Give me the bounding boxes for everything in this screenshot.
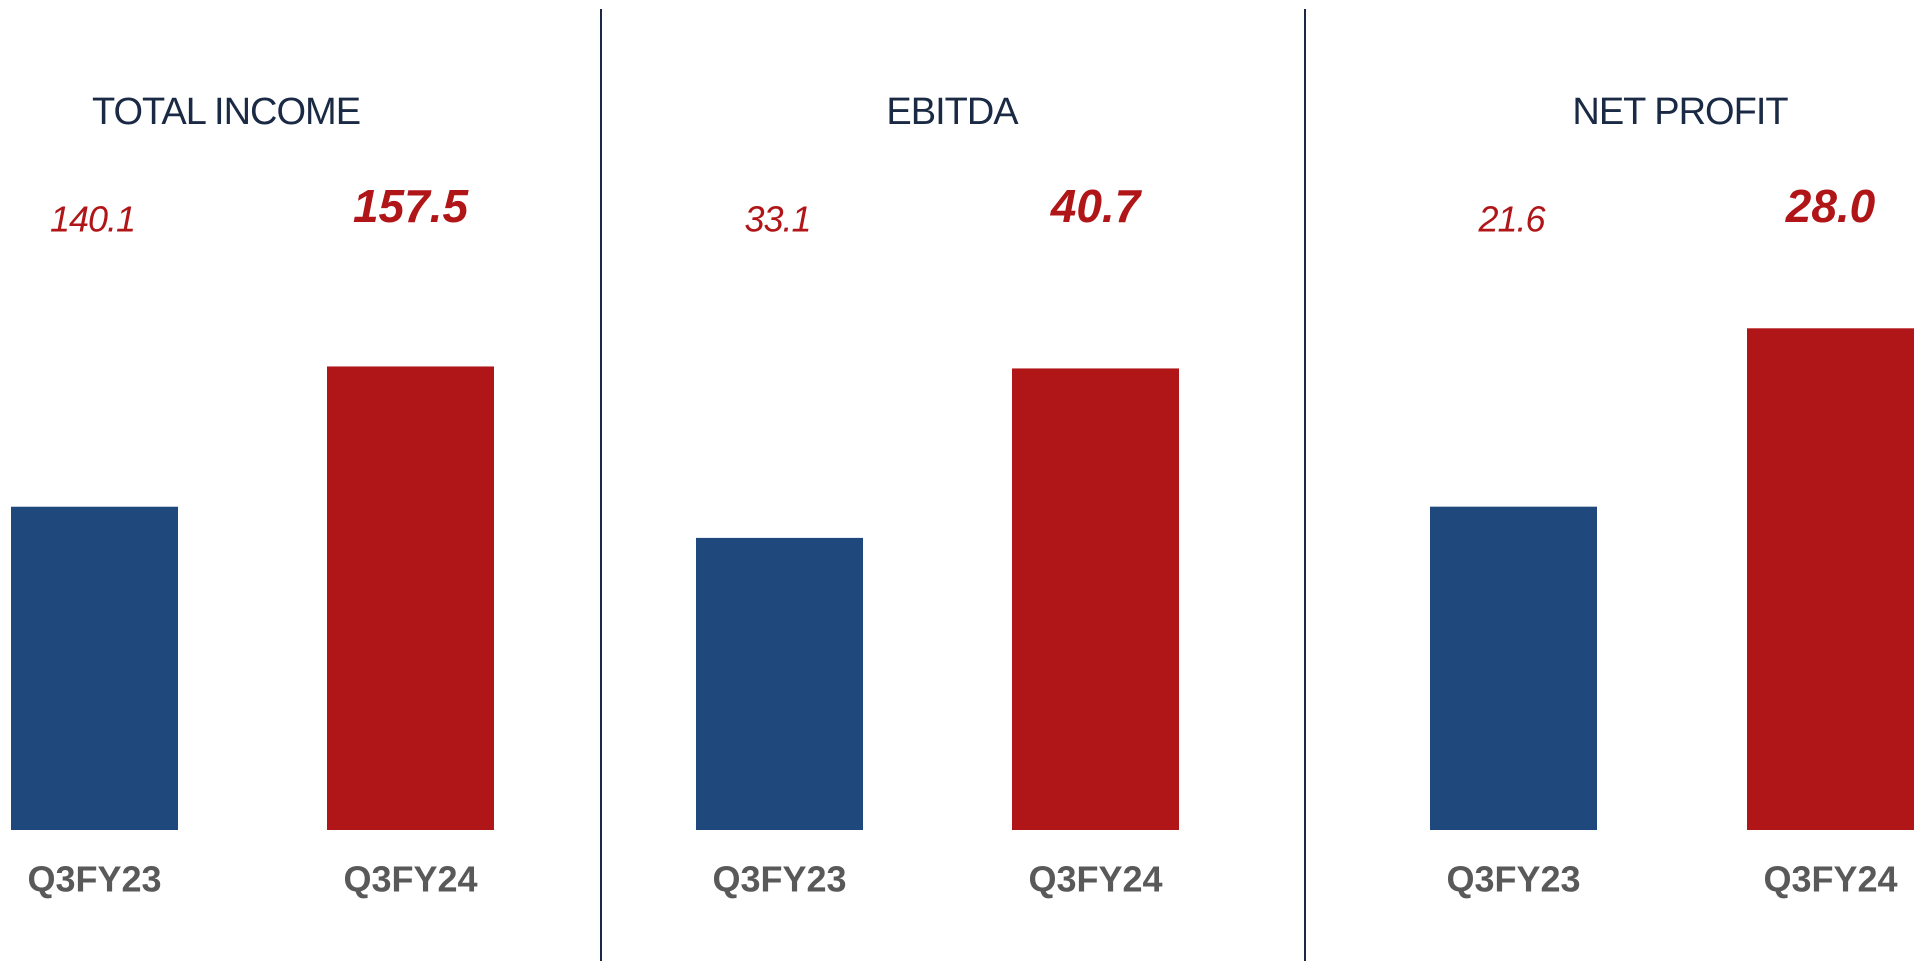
category-label: Q3FY23 [27,859,161,900]
bar [11,506,178,830]
chart-title: EBITDA [886,91,1019,133]
value-label: 40.7 [1050,180,1143,232]
category-label: Q3FY24 [1028,859,1162,900]
chart-title: NET PROFIT [1572,91,1788,133]
bar [1430,506,1597,830]
bar [1747,328,1914,830]
bar [327,366,494,830]
bar [696,537,863,830]
chart-title: TOTAL INCOME [92,91,360,133]
value-label: 21.6 [1477,199,1546,240]
value-label: 28.0 [1785,180,1876,232]
value-label: 33.1 [744,199,810,240]
category-label: Q3FY23 [712,859,846,900]
value-label: 140.1 [50,199,135,240]
category-label: Q3FY23 [1446,859,1580,900]
bar [1012,368,1179,830]
value-label: 157.5 [353,180,470,232]
category-label: Q3FY24 [1763,859,1897,900]
category-label: Q3FY24 [343,859,477,900]
